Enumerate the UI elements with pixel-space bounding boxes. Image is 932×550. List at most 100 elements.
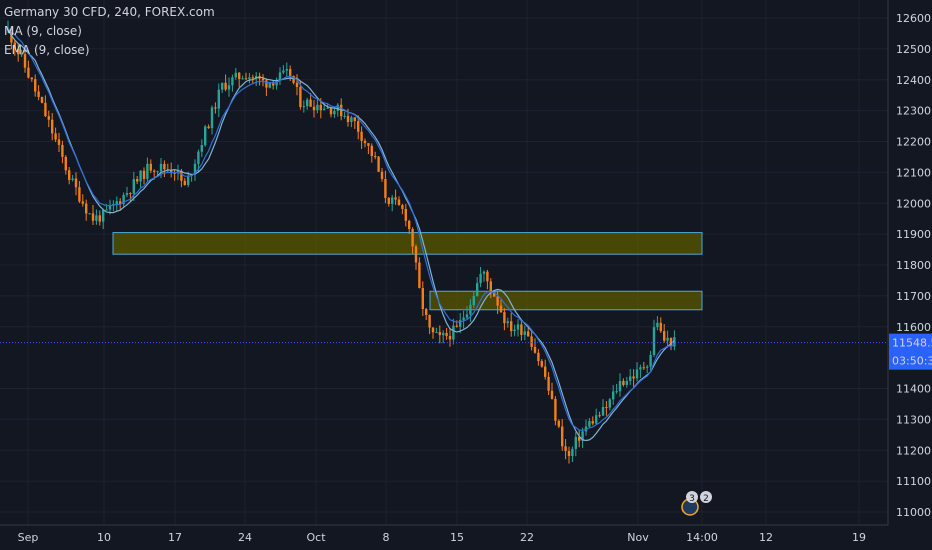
- candle-body: [482, 271, 486, 274]
- candle: [581, 427, 584, 448]
- candle-body: [605, 406, 608, 408]
- candle-body: [435, 331, 438, 333]
- candle: [421, 281, 424, 316]
- candle-body: [506, 321, 509, 324]
- candle: [408, 219, 411, 234]
- candle: [588, 417, 591, 428]
- legend-ema[interactable]: EMA (9, close): [4, 43, 90, 57]
- candle-body: [598, 415, 601, 417]
- candle-body: [496, 296, 499, 306]
- candle-body: [425, 308, 428, 315]
- price-badge-countdown: 03:50:34: [892, 355, 932, 368]
- candle-body: [663, 331, 666, 341]
- candle-body: [170, 169, 173, 173]
- candle-body: [27, 67, 30, 78]
- candle: [54, 127, 57, 143]
- candle-body: [530, 336, 533, 347]
- candle: [578, 429, 581, 448]
- x-tick-label: 19: [852, 531, 866, 544]
- candle: [516, 319, 520, 337]
- candle: [187, 171, 190, 188]
- candle-body: [251, 77, 254, 79]
- candle: [639, 364, 642, 378]
- candle: [30, 77, 33, 82]
- candle: [241, 75, 244, 80]
- candle-body: [81, 201, 84, 204]
- candle: [550, 382, 554, 400]
- candle: [618, 373, 622, 397]
- candle-body: [61, 144, 64, 157]
- candle: [435, 327, 438, 333]
- candle: [244, 72, 248, 81]
- candle-body: [295, 82, 299, 87]
- candle-body: [642, 367, 645, 369]
- candle-body: [54, 133, 57, 140]
- candle: [357, 115, 360, 140]
- candle: [64, 155, 67, 175]
- candle-body: [302, 106, 305, 108]
- candle-body: [639, 367, 642, 370]
- candle: [649, 350, 652, 371]
- candle-body: [340, 104, 343, 117]
- candle-body: [108, 205, 112, 210]
- candle-body: [353, 117, 356, 122]
- candle: [574, 431, 577, 457]
- candle: [272, 80, 275, 90]
- candle: [567, 446, 571, 464]
- candle: [673, 330, 676, 351]
- price-badge: 11548.5 03:50:34: [889, 333, 932, 370]
- candle-body: [387, 197, 390, 204]
- candle-body: [350, 117, 353, 123]
- candle: [530, 332, 533, 351]
- price-badge-value: 11548.5: [892, 337, 932, 350]
- candle: [204, 124, 207, 147]
- candle: [554, 396, 557, 426]
- candle-body: [414, 246, 418, 263]
- candle: [472, 291, 475, 309]
- candle-body: [618, 380, 622, 392]
- candle-body: [244, 78, 248, 80]
- candle: [632, 369, 635, 387]
- candle: [333, 107, 336, 118]
- candle-body: [652, 327, 656, 355]
- legend-ma[interactable]: MA (9, close): [4, 24, 82, 38]
- candle: [268, 82, 271, 89]
- candle: [442, 330, 445, 344]
- candle-body: [20, 54, 23, 56]
- candle-body: [30, 77, 33, 80]
- candle-body: [139, 170, 142, 182]
- candle-body: [564, 446, 567, 452]
- candle-body: [17, 48, 20, 55]
- candle-body: [363, 140, 367, 144]
- candle-body: [591, 421, 594, 424]
- candle-body: [567, 451, 571, 457]
- candle: [285, 62, 288, 77]
- candle-body: [418, 262, 421, 289]
- y-tick-label: 12500.0: [896, 43, 932, 56]
- candle-body: [241, 78, 244, 80]
- candle: [278, 67, 282, 85]
- grid: [0, 0, 888, 525]
- candle-body: [122, 194, 125, 205]
- candle-body: [102, 209, 105, 222]
- candle-body: [326, 107, 329, 109]
- candle-body: [159, 163, 163, 172]
- candle: [445, 328, 448, 340]
- candle-body: [516, 324, 520, 330]
- candle-body: [476, 283, 479, 297]
- candle-body: [57, 139, 61, 145]
- candle: [146, 157, 149, 182]
- candle-body: [394, 197, 397, 200]
- candle-body: [329, 107, 333, 115]
- candle: [479, 266, 482, 288]
- candle-body: [360, 131, 363, 141]
- x-tick-label: Sep: [18, 531, 39, 544]
- candle: [404, 203, 407, 227]
- y-tick-label: 12400.0: [896, 74, 932, 87]
- candle: [598, 411, 601, 418]
- candle-body: [95, 215, 98, 221]
- candle: [282, 65, 285, 75]
- candle: [312, 100, 316, 118]
